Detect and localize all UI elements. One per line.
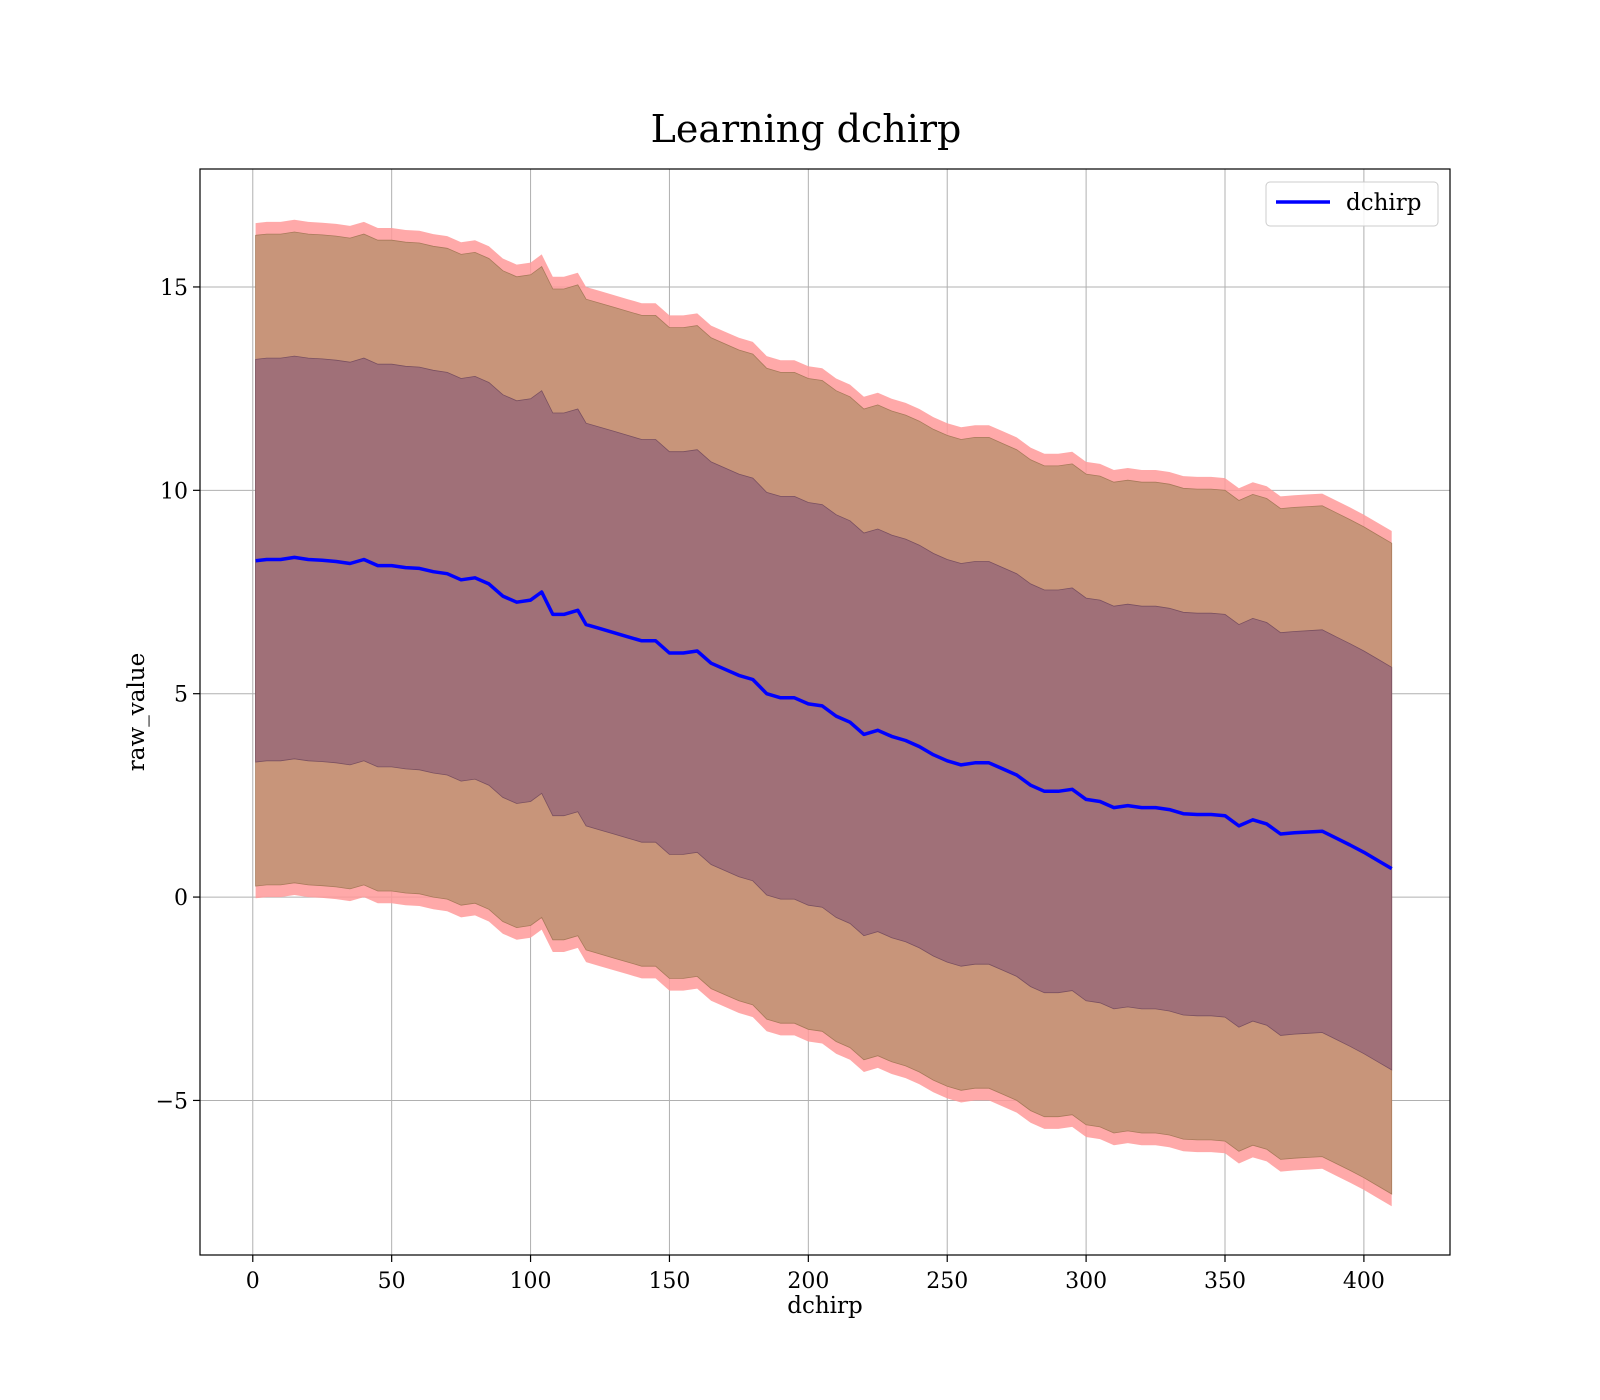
y-tick-label: 15 [160,276,188,301]
x-tick-label: 400 [1343,1269,1385,1294]
ticks: 0 50 100 150 200 250 300 350 400 −5 0 5 10 15 [156,276,1385,1294]
x-axis-label: dchirp [787,1293,863,1319]
band-inner [255,355,1393,1071]
x-tick-label: 100 [510,1269,552,1294]
bands [255,219,1393,1207]
x-tick-label: 200 [787,1269,829,1294]
x-tick-label: 150 [648,1269,690,1294]
x-tick-label: 250 [926,1269,968,1294]
plot-frame [199,168,1451,1256]
legend-box [1265,181,1439,227]
x-tick-label: 350 [1204,1269,1246,1294]
y-tick-label: 0 [174,886,188,911]
x-tick-label: 300 [1065,1269,1107,1294]
chart-title: Learning dchirp [651,107,962,151]
y-tick-label: 5 [174,683,188,708]
y-tick-label: −5 [156,1089,188,1114]
x-tick-label: 0 [246,1269,260,1294]
y-tick-label: 10 [160,479,188,504]
y-axis-label: raw_value [124,653,150,771]
series-line-dchirp [255,555,1393,871]
series-lines [255,555,1393,871]
legend-label: dchirp [1346,190,1422,216]
x-tick-label: 50 [378,1269,406,1294]
legend: dchirp [1265,181,1439,227]
